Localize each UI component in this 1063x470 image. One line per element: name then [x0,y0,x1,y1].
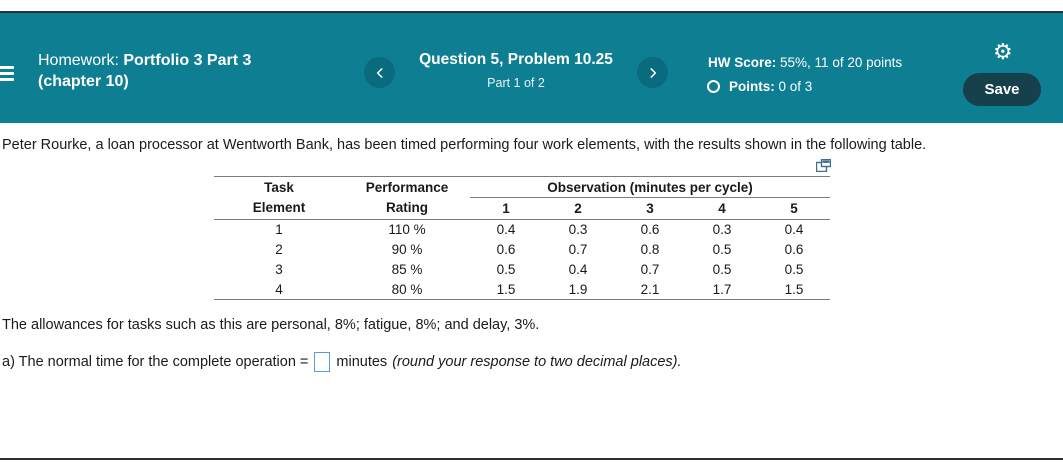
popout-table-icon[interactable] [815,158,832,173]
obs-col-header-4: 4 [686,197,758,220]
previous-question-button[interactable] [364,57,395,88]
hw-score-value: 55%, 11 of 20 points [780,55,903,70]
hamburger-menu-icon[interactable] [0,63,14,85]
obs-col-header-3: 3 [614,197,686,220]
observations-table: Task Element Performance Rating Observat… [214,176,830,300]
obs-col-header-1: 1 [470,197,542,220]
chevron-right-icon [649,67,656,78]
points-status: Points: 0 of 3 [707,79,812,94]
obs-col-header-5: 5 [758,197,830,220]
table-row: 3 85 % 0.5 0.4 0.7 0.5 0.5 [275,262,804,277]
assignment-label: Homework: [38,52,119,69]
answer-input[interactable] [314,352,331,372]
header-bar: Homework: Portfolio 3 Part 3 (chapter 10… [0,13,1063,123]
col-header-task-element: Task Element [214,176,344,220]
question-a-note: (round your response to two decimal plac… [392,354,682,370]
hw-score-label: HW Score: [708,55,777,70]
question-a-unit: minutes [336,354,388,370]
table-row: 1 110 % 0.4 0.3 0.6 0.3 0.4 [275,222,804,238]
save-button[interactable]: Save [963,73,1041,106]
question-header: Question 5, Problem 10.25 Part 1 of 2 [398,51,634,90]
question-a-prefix: a) The normal time for the complete oper… [2,354,309,370]
col-header-performance-rating: Performance Rating [344,176,470,220]
points-value: 0 of 3 [778,79,813,94]
table-row: 4 80 % 1.5 1.9 2.1 1.7 1.5 [275,281,804,297]
hw-score: HW Score: 55%, 11 of 20 points [708,55,902,70]
gear-icon[interactable]: ⚙ [993,39,1013,64]
window-bottom-edge [0,458,1063,460]
points-label: Points: [729,79,775,94]
problem-statement: Peter Rourke, a loan processor at Wentwo… [2,137,927,153]
next-question-button[interactable] [637,57,668,88]
chevron-left-icon [376,67,383,78]
points-status-icon [707,80,720,93]
obs-col-header-2: 2 [542,197,614,220]
question-a-line: a) The normal time for the complete oper… [2,352,682,372]
assignment-name: Portfolio 3 Part 3 [123,52,252,69]
table-row: 2 90 % 0.6 0.7 0.8 0.5 0.6 [275,242,804,257]
assignment-chapter: (chapter 10) [38,73,129,90]
question-part: Part 1 of 2 [487,76,545,90]
col-header-observation: Observation (minutes per cycle) [470,176,830,198]
assignment-title: Homework: Portfolio 3 Part 3 (chapter 10… [38,50,251,92]
allowances-text: The allowances for tasks such as this ar… [2,317,540,333]
window-top-edge [0,11,1063,13]
question-title: Question 5, Problem 10.25 [419,51,613,68]
